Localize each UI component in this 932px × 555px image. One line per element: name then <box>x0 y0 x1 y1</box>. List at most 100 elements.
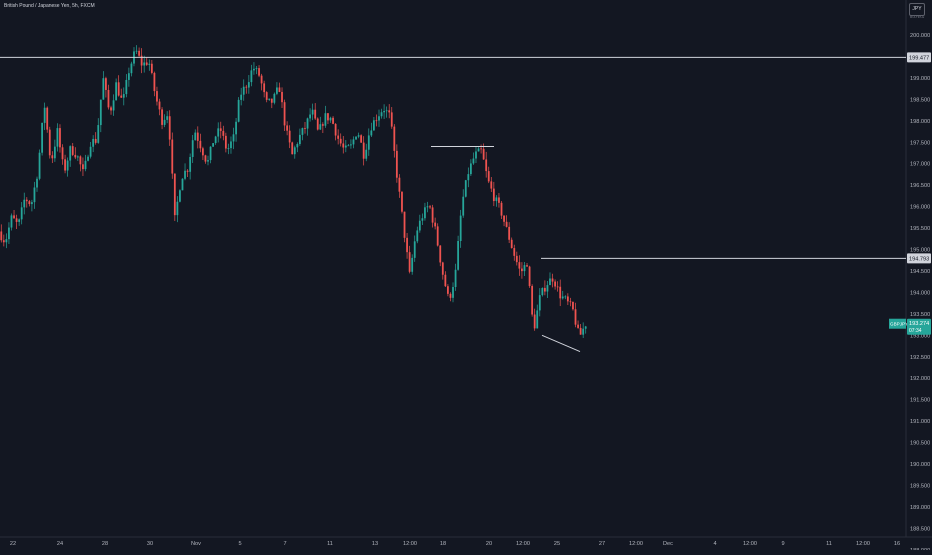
candle-body <box>344 145 347 148</box>
candle-body <box>411 257 414 272</box>
candle-body <box>273 93 276 103</box>
y-tick-label: 196.000 <box>910 205 930 211</box>
candle-body <box>107 89 110 108</box>
y-tick-label: 200.000 <box>910 33 930 39</box>
candle-body <box>390 112 393 127</box>
candle-body <box>23 199 26 208</box>
level-price-badge <box>907 253 931 264</box>
candle-body <box>314 109 317 119</box>
candle-body <box>51 155 54 159</box>
x-tick-label: 30 <box>147 541 153 547</box>
candle-body <box>403 211 406 238</box>
candle-body <box>385 110 388 112</box>
candle-body <box>334 123 337 136</box>
candle-body <box>171 139 174 174</box>
candle-body <box>475 151 477 159</box>
candle-body <box>339 138 342 144</box>
candle-body <box>15 218 18 222</box>
candle-body <box>416 230 419 242</box>
candle-body <box>214 136 217 144</box>
y-tick-label: 199.000 <box>910 76 930 82</box>
candle-body <box>230 141 232 149</box>
candle-body <box>357 135 360 137</box>
candle-body <box>421 218 424 221</box>
candle-body <box>546 285 549 292</box>
x-tick-label: 16 <box>894 541 900 547</box>
candle-body <box>439 245 442 263</box>
candle-body <box>94 138 97 143</box>
candle-body <box>115 82 118 101</box>
candle-body <box>253 68 255 71</box>
candle-body <box>237 99 240 122</box>
candle-body <box>102 78 105 100</box>
y-tick-label: 194.500 <box>910 269 930 275</box>
candle-body <box>372 120 375 131</box>
candle-body <box>268 98 271 100</box>
candle-body <box>105 78 107 90</box>
candle-body <box>53 146 56 159</box>
last-price-label: 193.274 <box>909 321 929 327</box>
x-tick-label: 27 <box>599 541 605 547</box>
candle-body <box>204 155 207 162</box>
candle-body <box>135 50 138 52</box>
candle-body <box>79 156 82 165</box>
candle-body <box>25 199 28 202</box>
candle-body <box>2 240 5 243</box>
candle-body <box>156 91 158 102</box>
y-tick-label: 192.500 <box>910 355 930 361</box>
candle-body <box>459 215 462 242</box>
x-tick-label: 12:00 <box>403 541 417 547</box>
candle-body <box>13 215 15 219</box>
candle-body <box>201 148 204 156</box>
candle-body <box>260 75 263 84</box>
candle-body <box>321 124 324 126</box>
candle-body <box>258 68 260 76</box>
candle-body <box>452 287 454 298</box>
y-tick-label: 190.000 <box>910 462 930 468</box>
currency-badge[interactable]: JPY <box>909 3 925 16</box>
x-tick-label: 28 <box>102 541 108 547</box>
candle-body <box>352 139 355 145</box>
candle-body <box>69 146 72 161</box>
candle-body <box>549 278 551 286</box>
candle-body <box>393 126 396 151</box>
candle-body <box>319 124 322 130</box>
candle-body <box>383 111 386 113</box>
candle-body <box>424 207 426 219</box>
candle-body <box>145 62 148 65</box>
x-tick-label: Dec <box>663 541 673 547</box>
candle-body <box>316 118 319 130</box>
x-tick-label: 25 <box>554 541 560 547</box>
candle-body <box>140 55 143 66</box>
y-tick-label: 192.000 <box>910 376 930 382</box>
candle-body <box>554 281 556 287</box>
candle-body <box>125 79 128 95</box>
candle-body <box>296 144 299 148</box>
candle-body <box>199 140 202 149</box>
candle-body <box>513 248 516 256</box>
candle-body <box>447 286 449 294</box>
candle-body <box>482 148 485 160</box>
candle-body <box>227 148 230 149</box>
candle-body <box>350 144 352 146</box>
candle-body <box>337 135 340 139</box>
x-tick-label: 20 <box>486 541 492 547</box>
candle-body <box>477 148 480 152</box>
candle-body <box>71 146 74 155</box>
candle-body <box>31 202 33 205</box>
candle-body <box>572 301 574 310</box>
candle-body <box>311 109 314 115</box>
candle-body <box>342 143 345 148</box>
candle-body <box>36 178 38 188</box>
candle-body <box>222 130 225 136</box>
level-price-label: 199.477 <box>909 55 929 61</box>
candle-body <box>388 110 391 113</box>
candle-body <box>232 134 235 142</box>
candle-body <box>521 268 523 272</box>
candle-body <box>219 128 222 131</box>
candle-body <box>8 227 10 240</box>
candle-body <box>528 266 531 287</box>
x-tick-label: 18 <box>440 541 446 547</box>
